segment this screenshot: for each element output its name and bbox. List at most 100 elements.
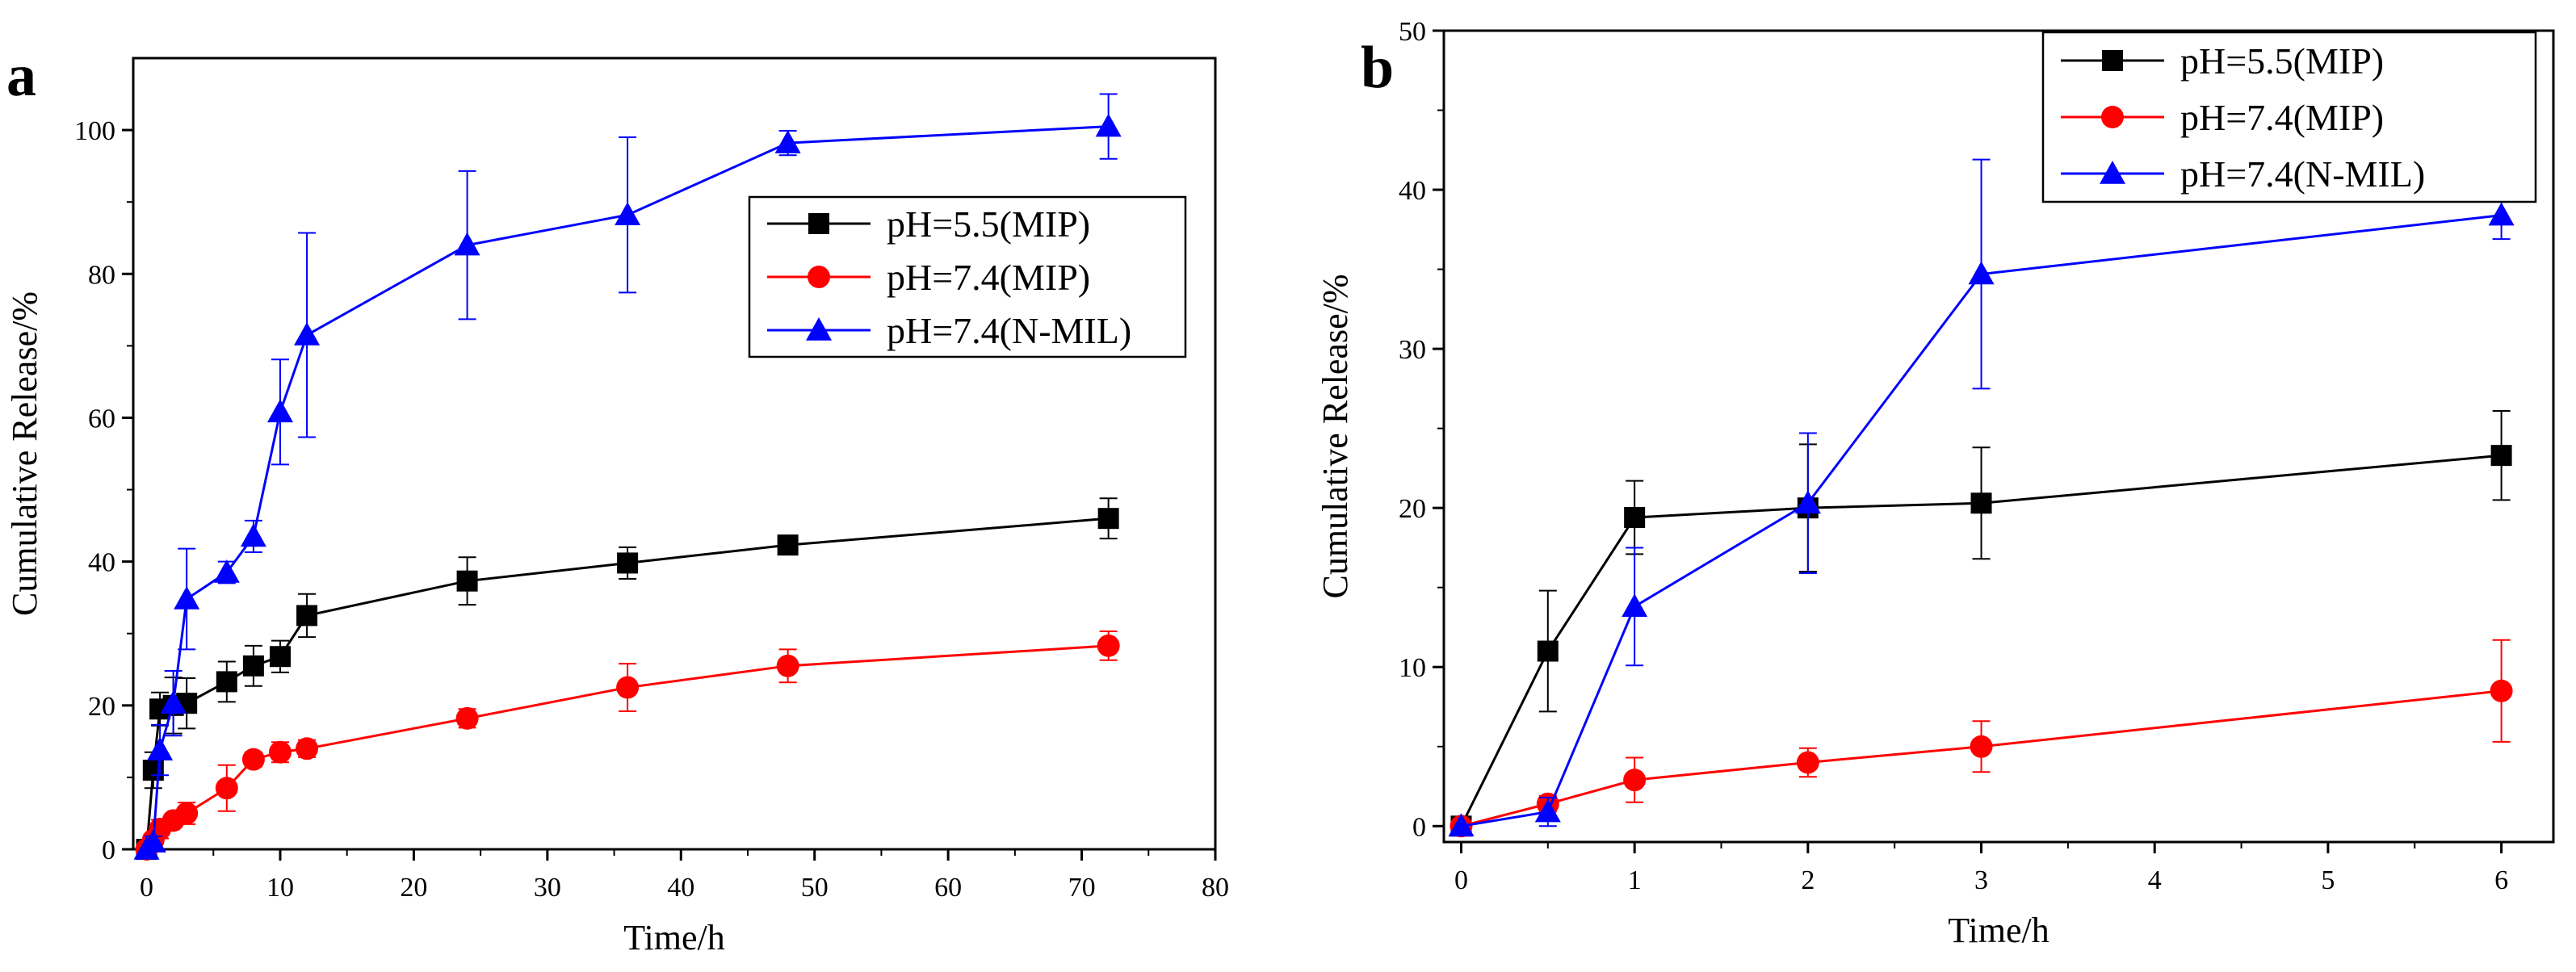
panel-b-y-tick-label: 40 <box>1399 176 1426 206</box>
panel-b-x-axis-label: Time/h <box>1948 911 2049 950</box>
data-point <box>240 523 266 547</box>
data-point <box>1970 735 1993 758</box>
data-point <box>1095 113 1122 137</box>
panel-b-y-tick-label: 10 <box>1399 653 1426 683</box>
panel-b-x-tick-label: 5 <box>2321 865 2335 895</box>
data-point <box>215 777 238 800</box>
panel-b-plot-frame <box>1442 29 2555 844</box>
panel-a-x-tick-label: 70 <box>1068 873 1096 903</box>
panel-b-x-tick-label: 2 <box>1801 865 1815 895</box>
series-line <box>1461 214 2502 827</box>
data-point <box>1968 261 1995 285</box>
data-point <box>140 829 166 853</box>
panel-b-x-tick-label: 4 <box>2148 865 2162 895</box>
data-point <box>1796 751 1819 774</box>
data-point <box>615 202 641 226</box>
data-point <box>617 552 639 574</box>
data-point <box>1624 507 1646 528</box>
data-point <box>2490 445 2512 467</box>
legend-marker <box>2102 50 2123 71</box>
data-point <box>1794 490 1821 514</box>
panel-a-y-tick-label: 40 <box>88 548 115 578</box>
data-point <box>296 737 319 760</box>
legend-label: pH=7.4(MIP) <box>887 257 1090 298</box>
legend-label: pH=7.4(N-MIL) <box>887 310 1131 351</box>
chart-panel-a: 0 10 20 30 40 50 60 70 80 0 20 40 60 80 100 Time/h Cumul… <box>5 43 1229 957</box>
data-point <box>269 646 291 668</box>
panel-a-x-tick-label: 60 <box>934 873 962 903</box>
panel-a-y-tick-label: 80 <box>88 260 115 290</box>
legend-marker <box>808 266 830 288</box>
panel-a-legend: pH=5.5(MIP) pH=7.4(MIP) pH=7.4(N-MIL) <box>748 195 1187 358</box>
panel-b-x-tick-label: 3 <box>1974 865 1988 895</box>
panel-b-y-tick-label: 50 <box>1399 17 1426 47</box>
panel-a-y-tick-label: 20 <box>88 692 115 722</box>
legend-label: pH=5.5(MIP) <box>2180 40 2384 82</box>
panel-b-y-axis-label: Cumulative Release/% <box>1315 274 1355 599</box>
data-point <box>1970 492 1992 514</box>
legend-label: pH=7.4(N-MIL) <box>2180 153 2425 195</box>
legend-marker <box>806 317 832 341</box>
panel-a-x-tick-label: 30 <box>534 873 561 903</box>
panel-a-x-tick-label: 50 <box>801 873 829 903</box>
panel-b-series-2 <box>1448 158 2515 837</box>
panel-a-x-tick-label: 40 <box>667 873 694 903</box>
data-point <box>454 232 480 256</box>
data-point <box>268 740 292 764</box>
legend-label: pH=7.4(MIP) <box>2180 97 2384 138</box>
data-point <box>175 802 199 825</box>
panel-a-x-tick-label: 80 <box>1202 873 1229 903</box>
panel-letter-a: a <box>6 43 36 109</box>
data-point <box>616 676 640 699</box>
panel-a-y-tick-label: 100 <box>74 116 115 146</box>
data-point <box>160 690 187 714</box>
panel-b-legend: pH=5.5(MIP) pH=7.4(MIP) pH=7.4(N-MIL) <box>2041 31 2537 203</box>
data-point <box>1622 593 1648 618</box>
legend-marker <box>808 213 829 234</box>
panel-b-series-1 <box>1450 639 2513 838</box>
panel-letter-b: b <box>1361 35 1394 101</box>
data-point <box>147 737 174 760</box>
data-point <box>774 130 801 153</box>
data-point <box>213 559 240 583</box>
panel-b-y-tick-label: 30 <box>1399 335 1426 365</box>
data-point <box>242 655 264 677</box>
legend-marker <box>2101 106 2124 128</box>
data-point <box>1097 634 1120 657</box>
data-point <box>1537 640 1559 662</box>
data-point <box>174 585 200 610</box>
panel-a-x-axis-label: Time/h <box>623 918 725 957</box>
data-point <box>2490 679 2513 702</box>
data-point <box>1097 508 1119 530</box>
panel-a-x-tick-label: 20 <box>400 873 427 903</box>
series-line <box>1460 454 2502 827</box>
data-point <box>294 322 321 346</box>
data-point <box>455 706 479 730</box>
data-point <box>1623 769 1647 792</box>
data-point <box>216 671 237 693</box>
panel-a-y-tick-label: 0 <box>102 836 115 865</box>
legend-label: pH=5.5(MIP) <box>887 203 1090 245</box>
panel-a-x-tick-label: 10 <box>266 873 294 903</box>
data-point <box>776 654 799 677</box>
data-point <box>241 748 265 771</box>
data-point <box>2488 202 2515 226</box>
chart-panel-b: 0 1 2 3 4 5 6 0 10 20 30 40 50 Time/h Cumulative Relea… <box>1315 17 2555 950</box>
legend-marker <box>2100 161 2125 184</box>
data-point <box>1448 813 1475 837</box>
series-line <box>1461 689 2502 827</box>
data-point <box>296 605 318 626</box>
panel-b-x-tick-label: 6 <box>2494 865 2508 895</box>
panel-b-x-tick-label: 0 <box>1454 865 1468 895</box>
panel-a-plot-frame <box>132 57 1217 851</box>
data-point <box>266 399 293 423</box>
data-point <box>1534 798 1561 823</box>
data-point <box>777 534 799 556</box>
panel-a-y-axis-label: Cumulative Release/% <box>5 291 44 616</box>
panel-a-x-tick-label: 0 <box>140 873 153 903</box>
data-point <box>456 570 478 592</box>
panel-a-series-2 <box>133 93 1122 860</box>
panel-b-x-tick-label: 1 <box>1628 865 1642 895</box>
panel-b-y-tick-label: 0 <box>1412 812 1426 842</box>
